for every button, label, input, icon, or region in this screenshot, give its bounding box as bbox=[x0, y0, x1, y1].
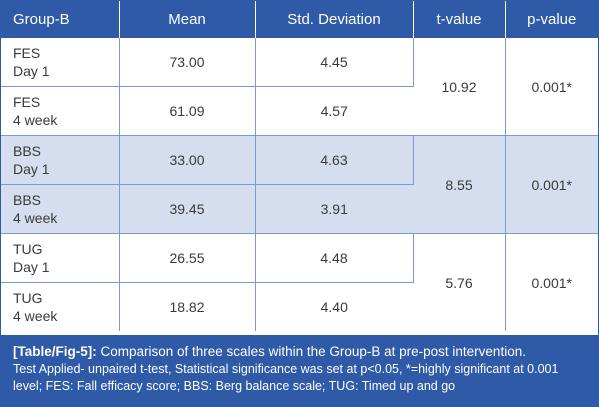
scale-name: FES bbox=[13, 45, 41, 61]
scale-timepoint: 4 week bbox=[13, 308, 58, 324]
header-std-deviation: Std. Deviation bbox=[255, 1, 414, 38]
scale-name: TUG bbox=[13, 290, 43, 306]
sd-cell: 4.48 bbox=[255, 233, 414, 283]
sd-cell: 4.57 bbox=[255, 86, 413, 136]
scale-cell: BBS Day 1 bbox=[1, 135, 120, 185]
caption-label: [Table/Fig-5]: bbox=[13, 344, 97, 359]
table-header-row: Group-B Mean Std. Deviation t-value p-va… bbox=[1, 1, 598, 38]
mean-cell: 33.00 bbox=[119, 135, 256, 185]
table-row: FES 4 week 61.09 4.57 bbox=[1, 86, 598, 136]
caption-note: Test Applied- unpaired t-test, Statistic… bbox=[13, 362, 559, 393]
table-row: TUG Day 1 26.55 4.48 5.76 0.001* bbox=[1, 233, 598, 331]
mean-cell: 73.00 bbox=[119, 38, 256, 87]
scale-timepoint: 4 week bbox=[13, 112, 58, 128]
p-value-cell: 0.001* bbox=[505, 38, 598, 136]
p-value-cell: 0.001* bbox=[505, 233, 598, 331]
sd-cell: 4.63 bbox=[255, 135, 414, 185]
header-group: Group-B bbox=[1, 1, 120, 38]
t-value-cell: 10.92 bbox=[413, 38, 506, 136]
scale-cell: BBS 4 week bbox=[1, 184, 120, 234]
mean-cell: 26.55 bbox=[119, 233, 256, 283]
scale-timepoint: 4 week bbox=[13, 210, 58, 226]
scale-cell: TUG 4 week bbox=[1, 282, 120, 331]
mean-cell: 39.45 bbox=[119, 184, 256, 234]
scale-name: BBS bbox=[13, 143, 42, 159]
table-row: TUG 4 week 18.82 4.40 bbox=[1, 282, 598, 331]
p-value-cell: 0.001* bbox=[505, 135, 598, 234]
scale-cell: FES 4 week bbox=[1, 86, 120, 136]
mean-cell: 18.82 bbox=[119, 282, 256, 331]
header-t-value: t-value bbox=[413, 1, 506, 38]
scale-name: FES bbox=[13, 94, 41, 110]
scale-cell: TUG Day 1 bbox=[1, 233, 120, 283]
scale-timepoint: Day 1 bbox=[13, 259, 50, 275]
scale-timepoint: Day 1 bbox=[13, 161, 50, 177]
sd-cell: 4.40 bbox=[255, 282, 413, 331]
t-value-cell: 5.76 bbox=[413, 233, 506, 331]
table-row: BBS 4 week 39.45 3.91 bbox=[1, 184, 598, 234]
sd-cell: 4.45 bbox=[255, 38, 414, 87]
caption-title: Comparison of three scales within the Gr… bbox=[96, 344, 526, 359]
caption-title-line: [Table/Fig-5]: Comparison of three scale… bbox=[13, 342, 588, 361]
sd-cell: 3.91 bbox=[255, 184, 413, 234]
table-row: FES Day 1 73.00 4.45 10.92 0.001* bbox=[1, 38, 598, 136]
scale-cell: FES Day 1 bbox=[1, 38, 120, 87]
t-value-cell: 8.55 bbox=[413, 135, 506, 234]
results-table: Group-B Mean Std. Deviation t-value p-va… bbox=[1, 1, 598, 331]
header-p-value: p-value bbox=[505, 1, 598, 38]
mean-cell: 61.09 bbox=[119, 86, 256, 136]
scale-timepoint: Day 1 bbox=[13, 63, 50, 79]
header-mean: Mean bbox=[119, 1, 256, 38]
scale-name: BBS bbox=[13, 192, 42, 208]
table-caption: [Table/Fig-5]: Comparison of three scale… bbox=[1, 335, 598, 406]
scale-name: TUG bbox=[13, 241, 43, 257]
table-row: BBS Day 1 33.00 4.63 8.55 0.001* bbox=[1, 135, 598, 234]
